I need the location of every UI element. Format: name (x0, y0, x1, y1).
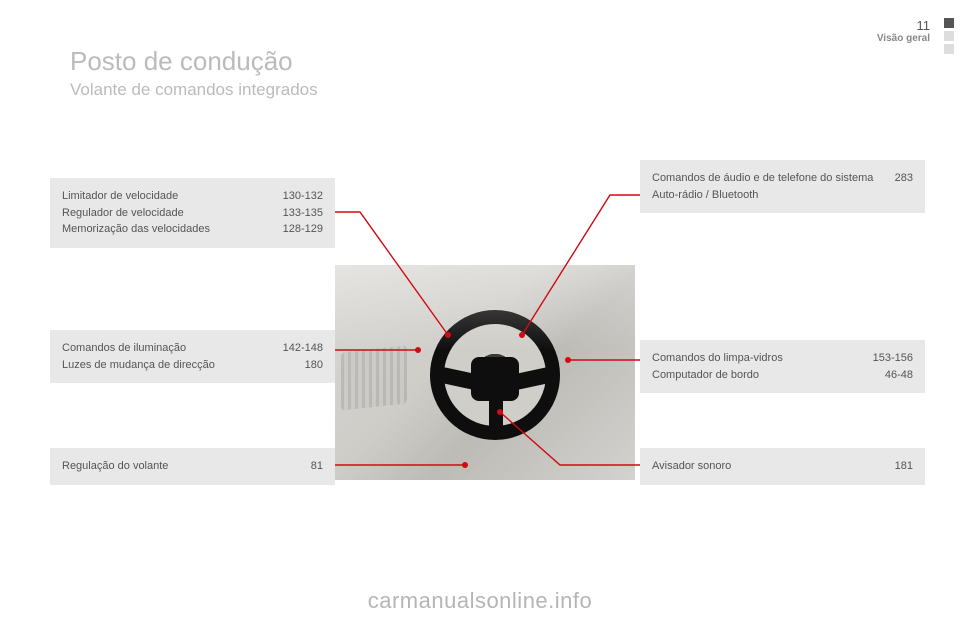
callout-page: 46-48 (885, 367, 913, 384)
callout-page: 130-132 (283, 188, 323, 205)
side-tab (944, 18, 954, 28)
callout-page: 283 (895, 170, 913, 203)
side-tabs (944, 18, 954, 54)
page-number: 11 (877, 18, 930, 33)
watermark: carmanualsonline.info (0, 588, 960, 614)
callout-page: 133-135 (283, 205, 323, 222)
side-tab (944, 44, 954, 54)
callout-wipers: Comandos do limpa-vidros 153-156 Computad… (640, 340, 925, 393)
glare (335, 265, 635, 480)
section-label: Visão geral (877, 33, 930, 44)
callout-label: Memorização das velocidades (62, 221, 271, 238)
callout-label: Limitador de velocidade (62, 188, 271, 205)
callout-page: 181 (895, 458, 913, 475)
dashboard-photo (335, 265, 635, 480)
page-subtitle: Volante de comandos integrados (70, 80, 318, 100)
callout-page: 81 (311, 458, 323, 475)
callout-label: Computador de bordo (652, 367, 873, 384)
callout-speed-limiter: Limitador de velocidade 130-132 Regulador… (50, 178, 335, 248)
callout-label: Regulação do volante (62, 458, 299, 475)
callout-steering-adjust: Regulação do volante 81 (50, 448, 335, 485)
callout-horn: Avisador sonoro 181 (640, 448, 925, 485)
callout-label: Avisador sonoro (652, 458, 883, 475)
callout-page: 180 (305, 357, 323, 374)
page-title: Posto de condução (70, 46, 293, 77)
callout-label: Luzes de mudança de direcção (62, 357, 293, 374)
callout-page: 142-148 (283, 340, 323, 357)
callout-lighting: Comandos de iluminação 142-148 Luzes de m… (50, 330, 335, 383)
callout-page: 153-156 (873, 350, 913, 367)
callout-page: 128-129 (283, 221, 323, 238)
callout-label: Comandos do limpa-vidros (652, 350, 861, 367)
callout-label: Comandos de áudio e de telefone do siste… (652, 170, 883, 203)
callout-label: Comandos de iluminação (62, 340, 271, 357)
side-tab (944, 31, 954, 41)
header: 11 Visão geral (877, 18, 930, 44)
callout-audio: Comandos de áudio e de telefone do siste… (640, 160, 925, 213)
callout-label: Regulador de velocidade (62, 205, 271, 222)
